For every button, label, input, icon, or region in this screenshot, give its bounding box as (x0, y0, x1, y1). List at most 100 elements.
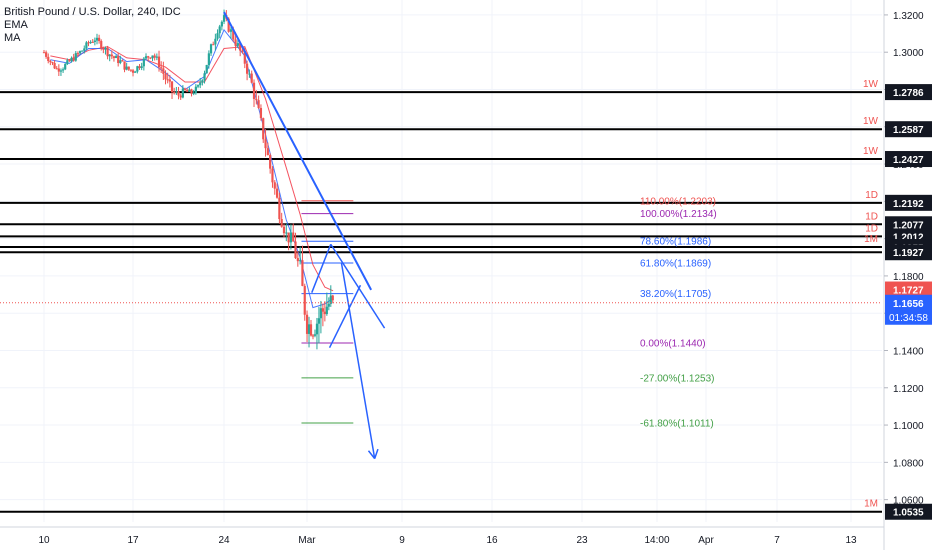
candle-body (81, 50, 84, 52)
candle-body (151, 55, 154, 59)
symbol-title[interactable]: British Pound / U.S. Dollar, 240, IDC (4, 6, 181, 18)
timeframe-tag: 1W (863, 146, 879, 157)
candle-body (317, 318, 321, 324)
candle-body (164, 73, 167, 80)
time-tick-label: 17 (127, 535, 139, 546)
candle-body (255, 98, 258, 101)
level-price-label: 1.2786 (893, 88, 924, 99)
candle-body (87, 42, 90, 44)
time-tick-label: 16 (486, 535, 498, 546)
level-price-label-bg (885, 121, 932, 138)
candle-body (91, 41, 94, 43)
level-price-label-bg (885, 503, 932, 520)
candle-body (140, 66, 143, 69)
candle-body (70, 57, 73, 62)
bar-countdown-timer: 01:34:58 (889, 313, 928, 324)
candle-body (57, 68, 60, 72)
candle-body (102, 48, 105, 50)
candle-body (183, 88, 187, 90)
price-tick-label: 1.1200 (893, 384, 924, 395)
candle-body (181, 88, 184, 98)
candle-body (331, 295, 334, 301)
candle-body (236, 43, 239, 46)
candle-body (248, 73, 251, 75)
drawings[interactable] (223, 11, 386, 460)
candle-body (205, 65, 208, 74)
time-tick-label: 23 (576, 535, 588, 546)
candle-body (175, 91, 178, 93)
timeframe-tag: 1M (864, 499, 878, 510)
fib-retracement[interactable]: 110.00%(1.2203) 100.00%(1.2134) 78.60%(1.1… (301, 196, 717, 430)
candle-body (303, 285, 306, 315)
level-price-label-bg (885, 151, 932, 168)
candle-body (218, 26, 221, 34)
time-tick-label: 10 (38, 535, 50, 546)
candle-body (53, 62, 56, 69)
candle-body (319, 308, 323, 319)
candle-body (229, 29, 233, 32)
level-price-label: 1.1927 (893, 248, 924, 259)
candle-body (47, 56, 50, 62)
candle-body (144, 56, 148, 59)
candle-body (305, 314, 309, 334)
candle-body (136, 66, 139, 72)
time-tick-label: 9 (399, 535, 405, 546)
fib-level-label: 61.80%(1.1869) (640, 259, 711, 270)
candle-body (112, 56, 116, 59)
candle-body (89, 41, 92, 43)
candle-body (121, 60, 124, 62)
time-axis[interactable]: 10 17 24 Mar 9 16 23 14:00 Apr 7 13 (0, 526, 884, 546)
candle-body (287, 232, 290, 243)
candle-body (93, 40, 96, 43)
candle-body (227, 18, 230, 32)
candle-body (196, 85, 200, 87)
current-price-label-bg (885, 294, 932, 325)
projection-arrow-head (373, 448, 379, 459)
candle-body (114, 56, 118, 59)
ema-indicator-label[interactable]: EMA (4, 19, 28, 31)
price-axis[interactable]: 1.32001.30001.28001.26001.24001.22001.20… (883, 0, 932, 550)
candle-body (216, 33, 219, 39)
candle-body (294, 241, 297, 259)
candle-body (266, 148, 269, 155)
candle-body (68, 60, 71, 62)
candle-body (325, 306, 328, 315)
candle-body (100, 41, 103, 49)
candle-body (209, 44, 213, 54)
candle-body (98, 37, 101, 42)
candle-body (296, 258, 299, 262)
candle-body (262, 118, 265, 140)
fib-level-label: -61.80%(1.1011) (640, 419, 714, 430)
candle-body (243, 50, 246, 64)
candle-body (250, 73, 253, 83)
candle-body (307, 324, 311, 334)
candle-body (280, 219, 283, 227)
candle-body (301, 260, 304, 286)
time-tick-label: Apr (698, 535, 714, 546)
candle-body (142, 58, 145, 67)
candle-body (203, 73, 206, 81)
candle-body (212, 44, 215, 46)
ma-indicator-label[interactable]: MA (4, 32, 21, 44)
candle-body (201, 80, 204, 83)
candle-body (74, 53, 77, 61)
fib-level-label: -27.00%(1.1253) (640, 373, 715, 384)
current-price-label: 1.1656 (893, 299, 924, 310)
candle-body (123, 61, 126, 70)
time-tick-label: Mar (298, 535, 316, 546)
candle-body (129, 69, 132, 71)
time-tick-label: 7 (774, 535, 780, 546)
candle-body (166, 79, 169, 81)
price-tick-label: 1.3000 (893, 48, 924, 59)
price-tick-label: 1.1000 (893, 421, 924, 432)
candle-body (239, 43, 242, 51)
candle-body (179, 95, 182, 98)
candle-body (190, 89, 193, 94)
downtrend-line (223, 11, 373, 291)
level-price-label: 1.2012 (893, 232, 924, 243)
candle-body (269, 154, 272, 169)
candle-body (45, 52, 48, 57)
